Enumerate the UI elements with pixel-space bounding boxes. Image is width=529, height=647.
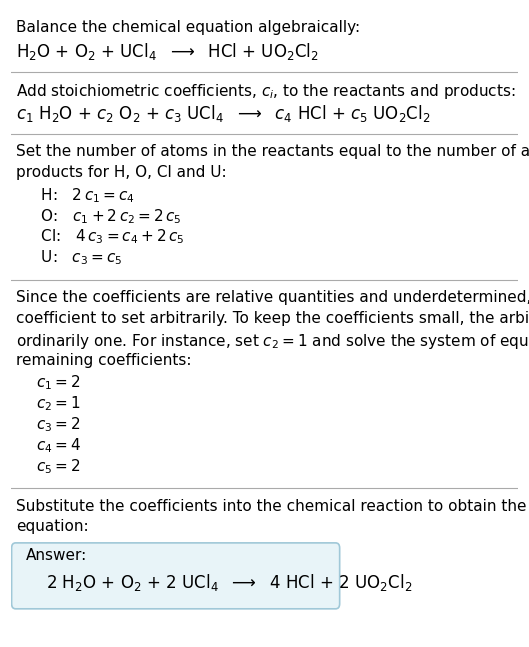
- Text: $c_4 = 4$: $c_4 = 4$: [36, 436, 81, 455]
- Text: O:   $c_1 + 2\,c_2 = 2\,c_5$: O: $c_1 + 2\,c_2 = 2\,c_5$: [36, 207, 181, 226]
- Text: $c_2 = 1$: $c_2 = 1$: [36, 395, 80, 413]
- Text: ordinarily one. For instance, set $c_2 = 1$ and solve the system of equations fo: ordinarily one. For instance, set $c_2 =…: [16, 332, 529, 351]
- Text: Substitute the coefficients into the chemical reaction to obtain the balanced: Substitute the coefficients into the che…: [16, 498, 529, 514]
- Text: $c_5 = 2$: $c_5 = 2$: [36, 457, 80, 476]
- Text: Balance the chemical equation algebraically:: Balance the chemical equation algebraica…: [16, 20, 360, 35]
- Text: H$_2$O + O$_2$ + UCl$_4$  $\longrightarrow$  HCl + UO$_2$Cl$_2$: H$_2$O + O$_2$ + UCl$_4$ $\longrightarro…: [16, 41, 318, 61]
- Text: $c_1$ H$_2$O + $c_2$ O$_2$ + $c_3$ UCl$_4$  $\longrightarrow$  $c_4$ HCl + $c_5$: $c_1$ H$_2$O + $c_2$ O$_2$ + $c_3$ UCl$_…: [16, 103, 430, 124]
- FancyBboxPatch shape: [12, 543, 340, 609]
- Text: Add stoichiometric coefficients, $c_i$, to the reactants and products:: Add stoichiometric coefficients, $c_i$, …: [16, 82, 515, 101]
- Text: remaining coefficients:: remaining coefficients:: [16, 353, 191, 367]
- Text: equation:: equation:: [16, 520, 88, 534]
- Text: Cl:   $4\,c_3 = c_4 + 2\,c_5$: Cl: $4\,c_3 = c_4 + 2\,c_5$: [36, 228, 185, 247]
- Text: $c_3 = 2$: $c_3 = 2$: [36, 415, 80, 434]
- Text: H:   $2\,c_1 = c_4$: H: $2\,c_1 = c_4$: [36, 186, 135, 204]
- Text: U:   $c_3 = c_5$: U: $c_3 = c_5$: [36, 248, 122, 267]
- Text: Since the coefficients are relative quantities and underdetermined, choose a: Since the coefficients are relative quan…: [16, 290, 529, 305]
- Text: 2 H$_2$O + O$_2$ + 2 UCl$_4$  $\longrightarrow$  4 HCl + 2 UO$_2$Cl$_2$: 2 H$_2$O + O$_2$ + 2 UCl$_4$ $\longright…: [46, 572, 413, 593]
- Text: coefficient to set arbitrarily. To keep the coefficients small, the arbitrary va: coefficient to set arbitrarily. To keep …: [16, 311, 529, 326]
- Text: Answer:: Answer:: [26, 548, 87, 563]
- Text: $c_1 = 2$: $c_1 = 2$: [36, 373, 80, 392]
- Text: products for H, O, Cl and U:: products for H, O, Cl and U:: [16, 165, 226, 180]
- Text: Set the number of atoms in the reactants equal to the number of atoms in the: Set the number of atoms in the reactants…: [16, 144, 529, 159]
